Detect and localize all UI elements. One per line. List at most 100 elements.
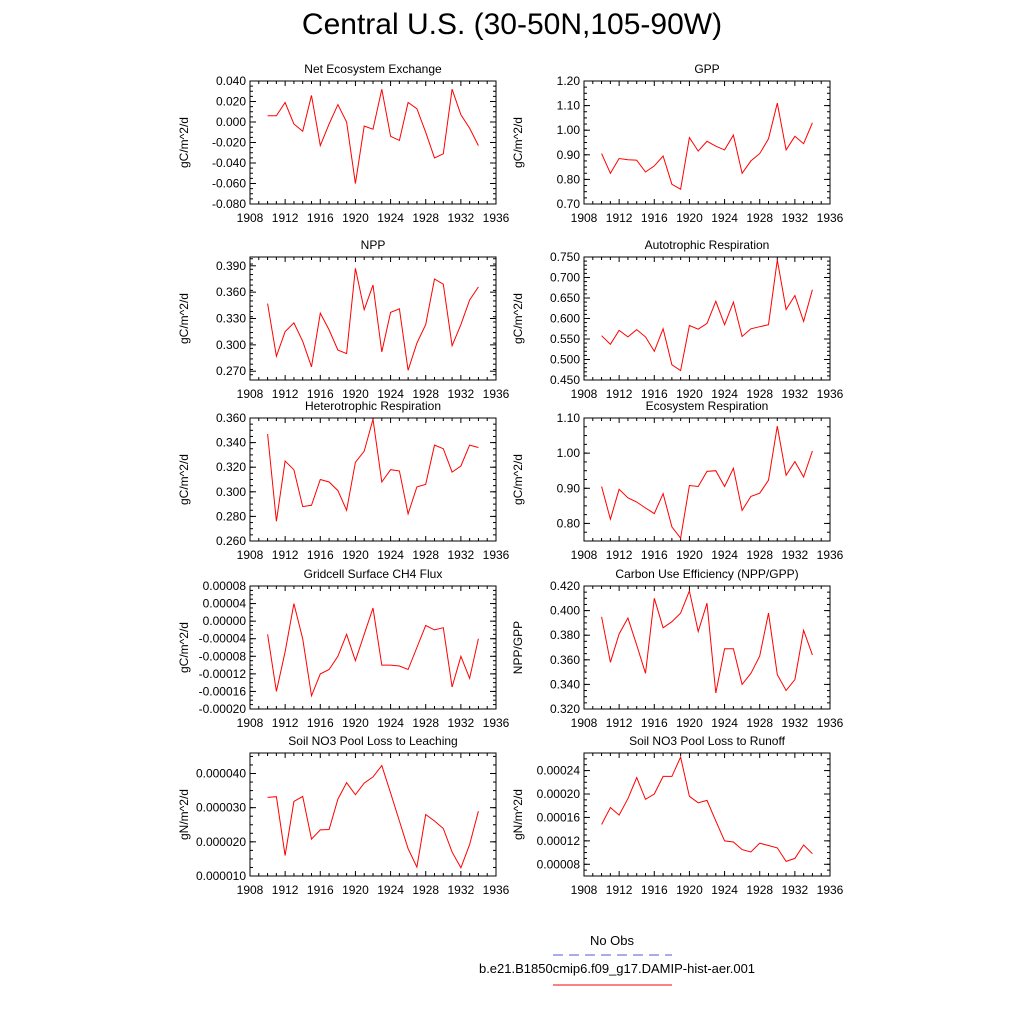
x-tick-label: 1920 bbox=[676, 883, 703, 897]
panel-frame bbox=[583, 256, 831, 381]
x-tick-label: 1936 bbox=[817, 716, 844, 730]
x-tick-label: 1924 bbox=[711, 548, 738, 562]
panel-title: GPP bbox=[694, 62, 719, 76]
y-tick-label: 0.040 bbox=[216, 74, 246, 88]
series-line bbox=[601, 589, 813, 694]
y-tick-label: 0.270 bbox=[216, 364, 246, 378]
y-tick-label: 0.380 bbox=[550, 628, 580, 642]
x-tick-label: 1916 bbox=[307, 211, 334, 225]
x-tick-label: 1916 bbox=[307, 548, 334, 562]
y-axis-label: gN/m^2/d bbox=[177, 789, 191, 840]
panel-frame bbox=[249, 256, 497, 381]
y-tick-label: 0.450 bbox=[550, 373, 580, 387]
x-tick-label: 1932 bbox=[782, 211, 809, 225]
x-tick-label: 1916 bbox=[307, 883, 334, 897]
x-tick-label: 1908 bbox=[571, 716, 598, 730]
panel-title: Gridcell Surface CH4 Flux bbox=[304, 567, 443, 581]
x-tick-label: 1936 bbox=[483, 883, 510, 897]
x-tick-label: 1928 bbox=[412, 716, 439, 730]
x-tick-label: 1908 bbox=[571, 883, 598, 897]
figure-title: Central U.S. (30-50N,105-90W) bbox=[301, 8, 723, 41]
y-tick-label: 0.600 bbox=[550, 312, 580, 326]
y-tick-label: 0.320 bbox=[216, 460, 246, 474]
y-tick-label: -0.060 bbox=[212, 177, 246, 191]
x-tick-label: 1932 bbox=[782, 883, 809, 897]
x-tick-label: 1908 bbox=[237, 548, 264, 562]
x-tick-label: 1924 bbox=[711, 387, 738, 401]
x-tick-label: 1924 bbox=[377, 548, 404, 562]
series-line bbox=[267, 419, 479, 522]
y-tick-label: 0.70 bbox=[557, 197, 581, 211]
panel-title: Soil NO3 Pool Loss to Leaching bbox=[288, 734, 457, 748]
x-tick-label: 1924 bbox=[711, 883, 738, 897]
y-tick-label: 0.00012 bbox=[537, 834, 581, 848]
x-tick-label: 1908 bbox=[571, 211, 598, 225]
y-tick-label: 0.90 bbox=[557, 481, 581, 495]
x-tick-label: 1916 bbox=[307, 716, 334, 730]
y-tick-label: -0.00008 bbox=[199, 649, 247, 663]
x-tick-label: 1936 bbox=[817, 548, 844, 562]
x-tick-label: 1928 bbox=[746, 211, 773, 225]
y-tick-label: 0.000040 bbox=[196, 767, 246, 781]
panel-frame bbox=[249, 585, 497, 710]
y-tick-label: 0.80 bbox=[557, 172, 581, 186]
series-line bbox=[601, 259, 813, 372]
y-tick-label: -0.00016 bbox=[199, 684, 247, 698]
y-tick-label: 0.300 bbox=[216, 338, 246, 352]
y-tick-label: -0.080 bbox=[212, 197, 246, 211]
y-tick-label: 0.340 bbox=[216, 436, 246, 450]
y-tick-label: 0.90 bbox=[557, 148, 581, 162]
panel-frame bbox=[249, 417, 497, 542]
y-tick-label: 0.360 bbox=[550, 653, 580, 667]
x-tick-label: 1932 bbox=[448, 883, 475, 897]
y-tick-label: -0.00020 bbox=[199, 702, 247, 716]
y-tick-label: 0.00020 bbox=[537, 787, 581, 801]
y-tick-label: 0.00016 bbox=[537, 810, 581, 824]
y-tick-label: 0.330 bbox=[216, 312, 246, 326]
y-tick-label: 0.000030 bbox=[196, 801, 246, 815]
y-axis-label: NPP/GPP bbox=[511, 621, 525, 674]
y-axis-label: gC/m^2/d bbox=[177, 622, 191, 673]
x-tick-label: 1912 bbox=[606, 883, 633, 897]
x-tick-label: 1936 bbox=[817, 211, 844, 225]
y-axis-label: gC/m^2/d bbox=[511, 454, 525, 505]
x-tick-label: 1936 bbox=[483, 548, 510, 562]
y-tick-label: -0.00012 bbox=[199, 667, 247, 681]
x-tick-label: 1912 bbox=[272, 211, 299, 225]
y-tick-label: 0.390 bbox=[216, 259, 246, 273]
x-tick-label: 1920 bbox=[676, 548, 703, 562]
y-tick-label: 0.300 bbox=[216, 485, 246, 499]
x-tick-label: 1908 bbox=[237, 211, 264, 225]
y-tick-label: 0.400 bbox=[550, 604, 580, 618]
x-tick-label: 1936 bbox=[817, 883, 844, 897]
y-tick-label: 0.00004 bbox=[203, 597, 247, 611]
y-tick-label: 1.10 bbox=[557, 99, 581, 113]
y-tick-label: 1.20 bbox=[557, 74, 581, 88]
x-tick-label: 1908 bbox=[237, 716, 264, 730]
x-tick-label: 1932 bbox=[448, 387, 475, 401]
x-tick-label: 1908 bbox=[571, 548, 598, 562]
x-tick-label: 1936 bbox=[483, 716, 510, 730]
series-line bbox=[267, 764, 479, 869]
panel-title: Ecosystem Respiration bbox=[646, 399, 769, 413]
y-tick-label: 0.280 bbox=[216, 509, 246, 523]
y-tick-label: 0.000010 bbox=[196, 869, 246, 883]
legend-case-label: b.e21.B1850cmip6.f09_g17.DAMIP-hist-aer.… bbox=[479, 961, 755, 976]
y-tick-label: 0.700 bbox=[550, 271, 580, 285]
x-tick-label: 1924 bbox=[377, 716, 404, 730]
x-tick-label: 1912 bbox=[606, 211, 633, 225]
x-tick-label: 1916 bbox=[641, 387, 668, 401]
x-tick-label: 1920 bbox=[676, 211, 703, 225]
y-tick-label: 0.360 bbox=[216, 411, 246, 425]
x-tick-label: 1920 bbox=[676, 716, 703, 730]
y-tick-label: 0.500 bbox=[550, 353, 580, 367]
x-tick-label: 1920 bbox=[676, 387, 703, 401]
x-tick-label: 1932 bbox=[782, 716, 809, 730]
legend-obs-label: No Obs bbox=[590, 933, 635, 948]
y-axis-label: gC/m^2/d bbox=[177, 117, 191, 168]
y-tick-label: 1.10 bbox=[557, 411, 581, 425]
y-axis-label: gC/m^2/d bbox=[177, 293, 191, 344]
y-tick-label: 0.420 bbox=[550, 579, 580, 593]
panel-title: Autotrophic Respiration bbox=[645, 238, 770, 252]
